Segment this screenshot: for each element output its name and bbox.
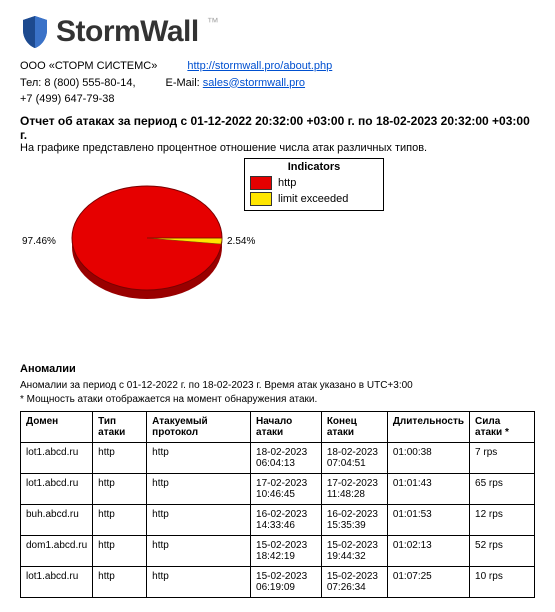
table-header: Атакуемый протокол [147,411,251,442]
pie-chart: 97.46% 2.54% [20,158,240,318]
table-cell: 01:02:13 [387,535,469,566]
table-cell: 18-02-202306:04:13 [251,442,322,473]
table-row: buh.abcd.ruhttphttp16-02-202314:33:4616-… [21,504,535,535]
legend-label: http [278,177,296,189]
email-label: E-Mail: [166,77,200,89]
table-cell: http [93,504,147,535]
legend-label: limit exceeded [278,193,348,205]
report-title: Отчет об атаках за период с 01-12-2022 2… [20,114,535,142]
anomalies-table: ДоменТип атакиАтакуемый протоколНачало а… [20,411,535,598]
anomalies-note1: Аномалии за период с 01-12-2022 г. по 18… [20,379,535,393]
table-cell: 01:00:38 [387,442,469,473]
table-cell: http [147,566,251,597]
table-row: lot1.abcd.ruhttphttp15-02-202306:19:0915… [21,566,535,597]
table-cell: dom1.abcd.ru [21,535,93,566]
table-cell: http [147,504,251,535]
table-cell: http [93,442,147,473]
table-cell: lot1.abcd.ru [21,566,93,597]
anomalies-note2: * Мощность атаки отображается на момент … [20,393,535,407]
report-subtitle: На графике представлено процентное отнош… [20,142,535,154]
table-cell: 7 rps [470,442,535,473]
table-cell: 17-02-202310:46:45 [251,473,322,504]
logo-text: StormWall [56,15,199,49]
table-cell: lot1.abcd.ru [21,442,93,473]
table-header: Конец атаки [321,411,387,442]
company-name: ООО «СТОРМ СИСТЕМС» [20,58,157,75]
table-row: lot1.abcd.ruhttphttp17-02-202310:46:4517… [21,473,535,504]
table-header: Домен [21,411,93,442]
legend-swatch-http [250,176,272,190]
table-cell: 15-02-202318:42:19 [251,535,322,566]
logo: StormWall ™ [20,14,535,50]
pie-label-right: 2.54% [227,236,255,247]
table-cell: 15-02-202307:26:34 [321,566,387,597]
table-cell: http [147,442,251,473]
table-header: Тип атаки [93,411,147,442]
table-header: Длительность [387,411,469,442]
company-phone: Тел: 8 (800) 555-80-14, [20,75,136,92]
table-cell: 10 rps [470,566,535,597]
legend-swatch-limit [250,192,272,206]
table-cell: http [147,535,251,566]
company-url[interactable]: http://stormwall.pro/about.php [187,58,332,75]
chart-area: 97.46% 2.54% Indicators http limit excee… [20,158,535,318]
table-cell: 16-02-202315:35:39 [321,504,387,535]
company-info: ООО «СТОРМ СИСТЕМС» http://stormwall.pro… [20,58,535,108]
table-cell: 15-02-202319:44:32 [321,535,387,566]
table-cell: 16-02-202314:33:46 [251,504,322,535]
table-cell: lot1.abcd.ru [21,473,93,504]
company-email[interactable]: sales@stormwall.pro [203,77,305,89]
shield-icon [20,14,50,50]
table-cell: http [147,473,251,504]
table-cell: http [93,566,147,597]
pie-label-left: 97.46% [22,236,56,247]
legend-item: http [248,175,380,191]
legend-title: Indicators [248,161,380,173]
table-cell: 01:07:25 [387,566,469,597]
table-cell: 12 rps [470,504,535,535]
anomalies-heading: Аномалии [20,363,535,375]
table-cell: 52 rps [470,535,535,566]
table-cell: 01:01:43 [387,473,469,504]
table-cell: http [93,473,147,504]
table-cell: 65 rps [470,473,535,504]
logo-tm: ™ [207,15,219,29]
table-cell: 01:01:53 [387,504,469,535]
company-phone2: +7 (499) 647-79-38 [20,91,535,108]
table-header: Сила атаки * [470,411,535,442]
legend-item: limit exceeded [248,191,380,207]
table-cell: 15-02-202306:19:09 [251,566,322,597]
table-cell: http [93,535,147,566]
table-row: dom1.abcd.ruhttphttp15-02-202318:42:1915… [21,535,535,566]
table-cell: 17-02-202311:48:28 [321,473,387,504]
chart-legend: Indicators http limit exceeded [244,158,384,211]
table-row: lot1.abcd.ruhttphttp18-02-202306:04:1318… [21,442,535,473]
table-header: Начало атаки [251,411,322,442]
table-cell: buh.abcd.ru [21,504,93,535]
table-cell: 18-02-202307:04:51 [321,442,387,473]
